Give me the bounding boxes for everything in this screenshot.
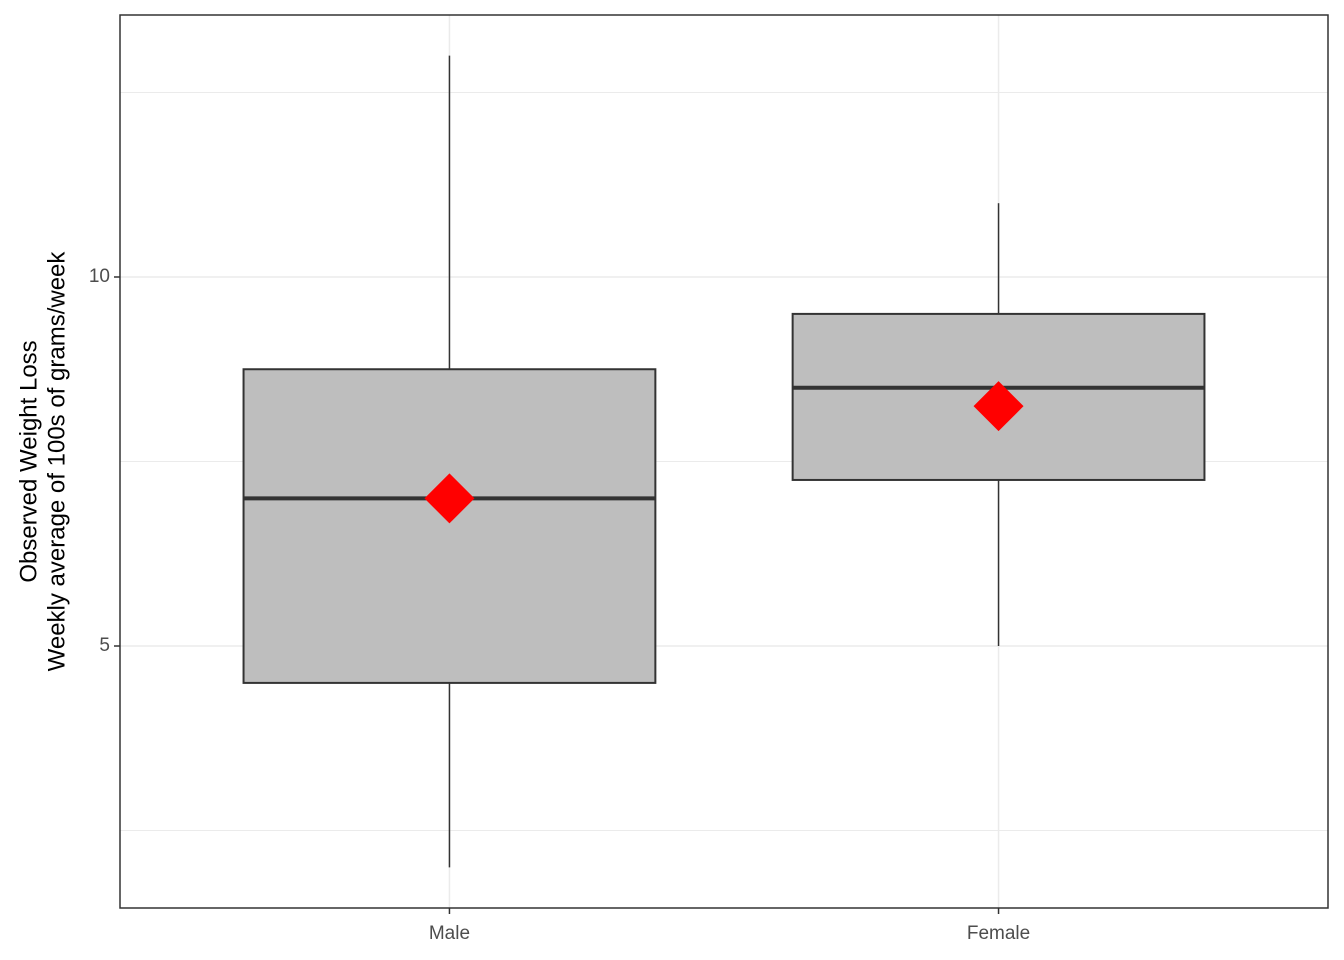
- box: [242, 368, 657, 684]
- x-tick-label: Female: [967, 923, 1030, 944]
- y-axis-title: Weekly average of 100s of grams/week: [43, 251, 70, 672]
- panel-border: [119, 14, 1329, 909]
- box: [791, 312, 1206, 481]
- y-tick-label: 5: [99, 635, 110, 656]
- mean-marker: [973, 381, 1024, 432]
- x-tick-label: Male: [429, 923, 470, 944]
- y-tick-label: 10: [89, 266, 110, 287]
- mean-marker: [424, 473, 475, 524]
- y-axis-title: Observed Weight Loss: [15, 340, 42, 582]
